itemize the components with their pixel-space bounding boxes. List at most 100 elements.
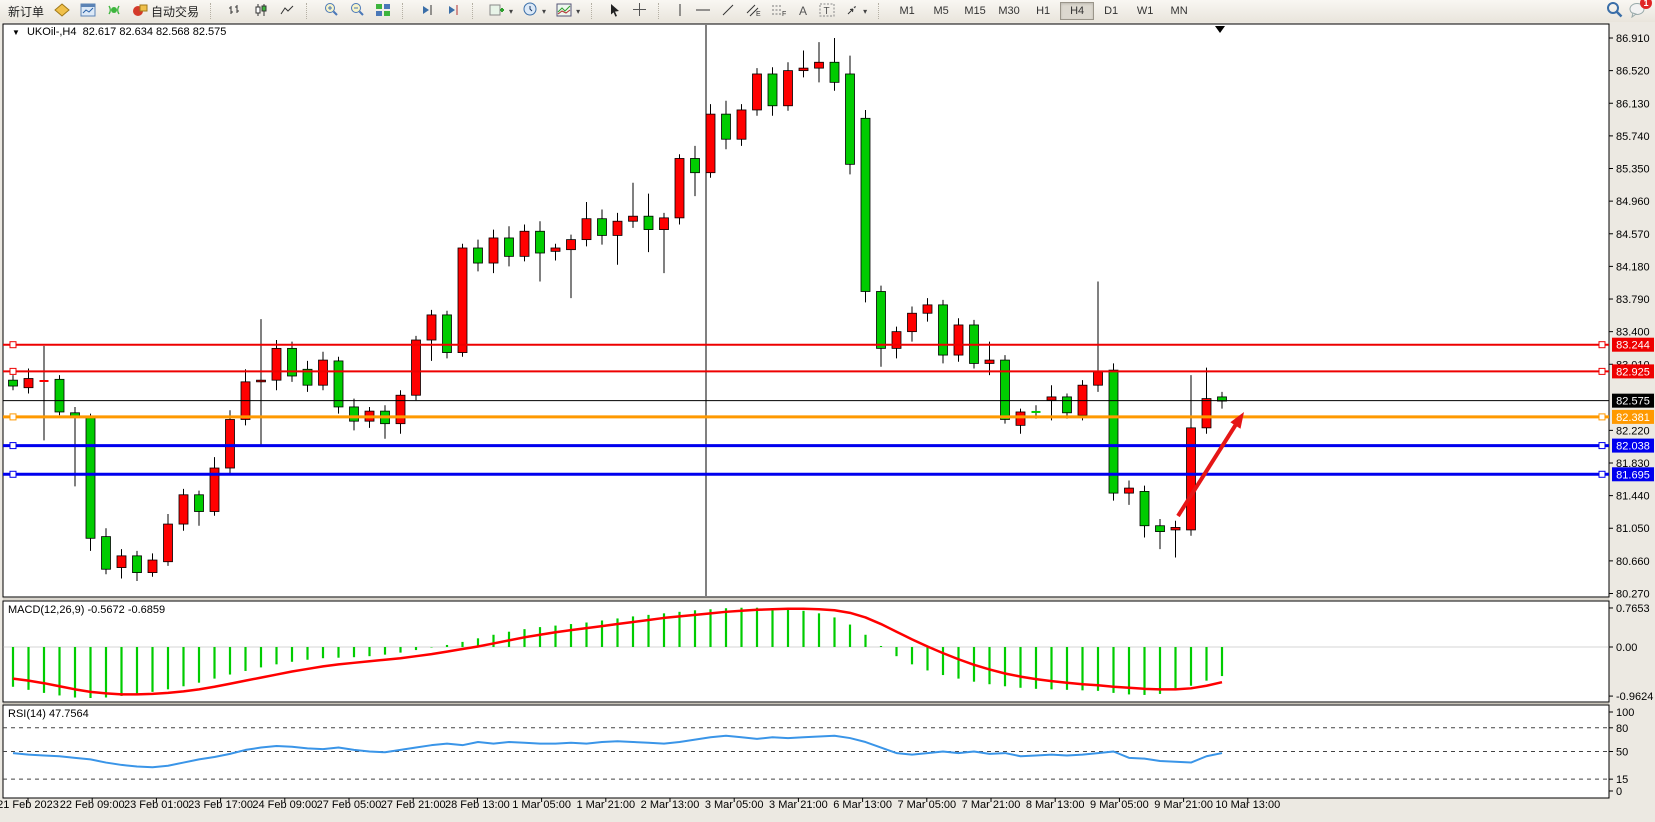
rsi-axis-label: 100 <box>1616 707 1634 719</box>
trade-ticket-button[interactable] <box>49 1 75 21</box>
line-handle[interactable] <box>1598 470 1606 478</box>
candlestick-chart-button[interactable] <box>248 1 274 21</box>
chat-icon[interactable]: 1 <box>1629 0 1652 21</box>
candle-body <box>1186 427 1196 531</box>
line-handle[interactable] <box>1598 341 1606 349</box>
arrows-icon <box>845 3 859 20</box>
candle-body <box>922 304 933 314</box>
candle-body <box>194 494 204 512</box>
auto-trading-label: 自动交易 <box>151 4 200 19</box>
zoom-in-button[interactable] <box>318 1 344 21</box>
macd-pane[interactable] <box>2 600 1610 703</box>
toolbar-separator <box>472 3 478 19</box>
price-line-label <box>1612 364 1654 379</box>
cursor-button[interactable] <box>603 1 627 21</box>
bar-chart-button[interactable] <box>222 1 248 21</box>
trade-ticket-icon <box>54 2 70 20</box>
main-pane[interactable] <box>2 23 1610 598</box>
new-order-button[interactable]: 新订单 <box>3 1 49 21</box>
new-chart-button[interactable] <box>75 1 101 21</box>
candle-body <box>860 117 871 292</box>
templates-button[interactable]: ▾ <box>551 1 585 21</box>
symbol-title: UKOil-,H4 <box>26 26 77 38</box>
line-handle[interactable] <box>9 341 17 349</box>
auto-trading-button[interactable]: 自动交易 <box>127 1 204 21</box>
line-handle[interactable] <box>9 413 17 421</box>
label-button[interactable]: T <box>814 1 840 21</box>
line-chart-button[interactable] <box>274 1 300 21</box>
trendline-button[interactable] <box>716 1 740 21</box>
candle-body <box>721 113 731 140</box>
candle-body <box>1170 527 1181 531</box>
auto-scroll-icon <box>419 3 435 20</box>
candle-body <box>984 359 995 364</box>
candle-body <box>597 218 607 236</box>
chevron-down-icon[interactable]: ▼ <box>12 28 20 37</box>
price-line-label <box>1612 438 1654 453</box>
candle-body <box>426 314 437 341</box>
signal-button[interactable] <box>101 1 127 21</box>
date-axis: 21 Feb 2023 22 Feb 09:00 23 Feb 01:00 23 Fe… <box>0 798 1280 811</box>
chart-shift-marker[interactable] <box>1215 26 1225 33</box>
macd-signal-line <box>12 607 1223 696</box>
periods-button[interactable]: ▾ <box>518 1 551 21</box>
price-axis-label: 83.400 <box>1616 327 1650 339</box>
date-axis-label: 24 Feb 09:00 <box>252 799 317 811</box>
toolbar-separator <box>402 3 408 19</box>
timeframe-button-h1[interactable]: H1 <box>1036 5 1051 17</box>
line-handle[interactable] <box>9 442 17 450</box>
candle-body <box>1124 487 1134 494</box>
timeframe-button-m30[interactable]: M30 <box>998 5 1020 17</box>
channel-button[interactable]: E <box>740 1 766 21</box>
vertical-line-icon <box>675 3 685 20</box>
line-handle[interactable] <box>1598 367 1606 375</box>
zoom-out-button[interactable] <box>344 1 370 21</box>
candle-body <box>349 406 359 422</box>
svg-text:E: E <box>756 11 761 17</box>
candle-body <box>938 304 948 356</box>
timeframe-button-m15[interactable]: M15 <box>964 5 986 17</box>
price-axis-label: 84.570 <box>1616 229 1650 241</box>
text-button[interactable]: A <box>792 1 814 21</box>
line-handle[interactable] <box>1598 442 1606 450</box>
toolbar-separator <box>591 3 597 19</box>
date-axis-label: 9 Mar 21:00 <box>1154 799 1213 811</box>
fibonacci-button[interactable]: F <box>766 1 792 21</box>
vertical-line-button[interactable] <box>670 1 690 21</box>
auto-scroll-button[interactable] <box>414 1 440 21</box>
candle-body <box>271 347 282 381</box>
arrows-button[interactable]: ▾ <box>840 1 872 21</box>
timeframe-button-m1[interactable]: M1 <box>899 5 915 17</box>
candle-body <box>953 324 964 356</box>
tile-windows-button[interactable] <box>370 1 396 21</box>
date-axis-label: 23 Feb 17:00 <box>188 799 253 811</box>
timeframe-button-h4[interactable]: H4 <box>1060 2 1095 20</box>
timeframe-button-d1[interactable]: D1 <box>1104 5 1119 17</box>
candle-body <box>163 523 173 563</box>
price-axis-label: 84.960 <box>1616 196 1650 208</box>
candle-body <box>411 339 421 396</box>
chart-shift-button[interactable] <box>440 1 466 21</box>
candle-body <box>1108 369 1119 494</box>
line-chart-icon <box>279 3 295 20</box>
horizontal-line-button[interactable] <box>690 1 716 21</box>
search-icon[interactable] <box>1606 1 1623 21</box>
timeframe-button-w1[interactable]: W1 <box>1136 5 1154 17</box>
timeframe-button-mn[interactable]: MN <box>1170 5 1188 17</box>
candle-body <box>178 494 189 525</box>
line-handle[interactable] <box>9 470 17 478</box>
chart-canvas[interactable]: 86.910 86.520 86.130 85.740 85.350 84.960 84.5… <box>0 22 1655 822</box>
timeframe-button-m5[interactable]: M5 <box>933 5 949 17</box>
crosshair-icon <box>632 2 647 20</box>
arrow-shaft <box>1176 416 1242 518</box>
price-axis-label: 81.830 <box>1616 458 1650 470</box>
line-handle[interactable] <box>1598 413 1606 421</box>
chart-title: ▼ UKOil-,H4 82.617 82.634 82.568 82.575 <box>12 26 226 38</box>
candle-body <box>1046 396 1057 401</box>
date-axis-label: 3 Mar 05:00 <box>705 799 764 811</box>
candle-body <box>54 378 65 413</box>
line-handle[interactable] <box>9 367 17 375</box>
crosshair-button[interactable] <box>627 1 652 21</box>
trend-arrow-annotation[interactable] <box>1176 412 1244 518</box>
indicators-button[interactable]: ▾ <box>484 1 518 21</box>
